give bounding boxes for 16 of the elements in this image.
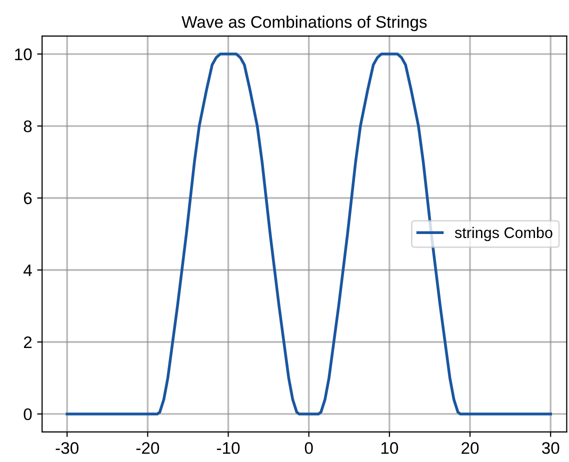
x-tick-label: 30 xyxy=(542,442,560,454)
y-tick-label: 0 xyxy=(24,408,32,420)
y-tick-label: 8 xyxy=(24,120,32,132)
x-tick-label: -10 xyxy=(216,442,240,454)
x-tick-label: -20 xyxy=(136,442,160,454)
x-tick-label: 0 xyxy=(304,442,313,454)
x-tick-label: -30 xyxy=(56,442,78,454)
y-tick-label: 2 xyxy=(24,336,32,348)
line-series xyxy=(66,52,552,416)
y-tick-label: 10 xyxy=(15,48,32,60)
legend-label: strings Combo xyxy=(454,226,552,242)
x-tick-label: 20 xyxy=(462,442,479,454)
y-tick-label: 4 xyxy=(24,264,32,276)
chart-title: Wave as Combinations of Strings xyxy=(182,16,427,32)
y-tick-label: 6 xyxy=(24,192,32,204)
x-tick-label: 10 xyxy=(381,442,398,454)
